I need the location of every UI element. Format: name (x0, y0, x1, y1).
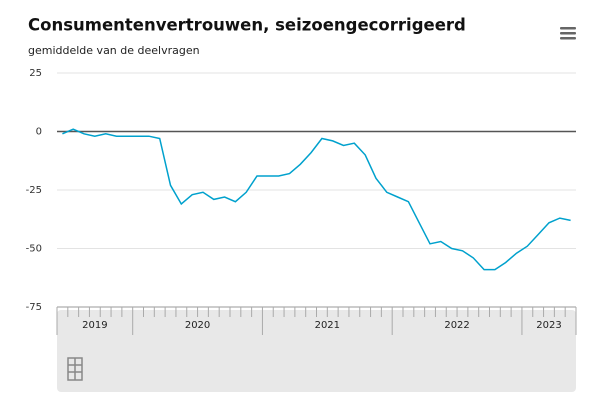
data-line (62, 128, 571, 271)
y-tick-label: 0 (36, 127, 42, 138)
x-tick-label: 2023 (536, 320, 561, 331)
chart-subtitle: gemiddelde van de deelvragen (28, 44, 200, 57)
x-tick-label: 2019 (82, 320, 107, 331)
menu-bar[interactable] (560, 32, 576, 35)
navigator-panel (57, 310, 576, 392)
menu-button[interactable] (560, 27, 576, 40)
x-tick-label: 2020 (185, 320, 210, 331)
menu-bar[interactable] (560, 27, 576, 30)
menu-bar[interactable] (560, 37, 576, 40)
y-tick-label: -50 (26, 244, 42, 255)
x-tick-label: 2022 (444, 320, 469, 331)
x-tick-label: 2021 (315, 320, 340, 331)
y-tick-label: -25 (26, 185, 42, 196)
y-tick-label: 25 (29, 68, 42, 79)
chart-title: Consumentenvertrouwen, seizoengecorrigee… (28, 16, 466, 35)
logo (67, 357, 83, 381)
y-tick-label: -75 (26, 302, 42, 313)
